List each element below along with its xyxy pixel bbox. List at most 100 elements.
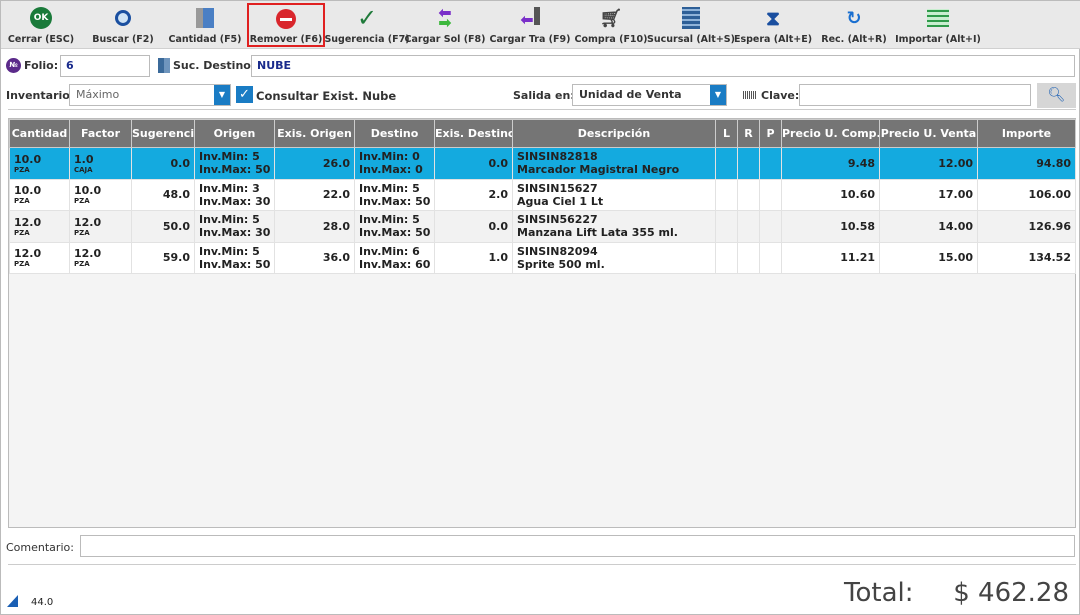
column-header[interactable]: Origen [194,119,275,148]
table-cell: 134.52 [977,241,1076,274]
code: SINSIN15627 [517,181,598,195]
code: SINSIN82818 [517,150,598,164]
o2: Inv.Max: 30 [199,226,271,240]
toolbar-button-rec[interactable]: ↻ Rec. (Alt+R) [815,3,893,47]
pv: 14.00 [938,219,973,233]
table-cell: 1.0 [434,241,513,274]
eo: 28.0 [322,219,350,233]
toolbar-button-compra[interactable]: 🛒︎ Compra (F10) [572,3,650,47]
toolbar-button-remover[interactable]: Remover (F6) [247,3,325,47]
column-header[interactable]: Exis. Origen [274,119,355,148]
clave-input[interactable] [799,84,1031,106]
unit: PZA [14,197,30,206]
toolbar-button-label: Espera (Alt+E) [733,34,813,45]
folio-input[interactable]: 6 [60,55,150,77]
table-cell: Inv.Min: 3 Inv.Max: 30 [194,178,275,211]
column-header[interactable]: Destino [354,119,435,148]
o1: Inv.Min: 3 [199,181,260,195]
toolbar-button-cantidad[interactable]: Cantidad (F5) [166,3,244,47]
table-cell [737,178,760,211]
inventario-select[interactable]: Máximo ▼ [69,84,231,106]
d1: Inv.Min: 5 [359,213,420,227]
ed: 1.0 [488,251,509,265]
check-icon: ✓ [356,4,378,32]
table-cell: 11.21 [781,241,880,274]
table-cell: 94.80 [977,147,1076,180]
chevron-down-icon: ▼ [710,85,726,105]
table-row[interactable]: 12.0 PZA 12.0 PZA 59.0 Inv.Min: 5 Inv.Max: 50 3… [9,241,1076,274]
unit: PZA [14,260,30,269]
salida-select[interactable]: Unidad de Venta ▼ [572,84,727,106]
inventario-value: Máximo [76,88,120,101]
d2: Inv.Max: 50 [359,194,431,208]
toolbar-button-espera[interactable]: ⧗ Espera (Alt+E) [734,3,812,47]
search-button[interactable]: 🔍︎ [1037,83,1076,108]
toolbar-button-cargar[interactable]: ⬅ ➡ Cargar Sol (F8) [404,3,486,47]
pc: 11.21 [840,251,875,265]
toolbar-button-label: Remover (F6) [249,34,323,45]
table-cell: Inv.Min: 6 Inv.Max: 60 [354,241,435,274]
table-cell: Inv.Min: 5 Inv.Max: 50 [194,241,275,274]
eo: 36.0 [322,251,350,265]
consultar-checkbox[interactable]: ✓ [236,86,253,103]
d2: Inv.Max: 50 [359,226,431,240]
unit: PZA [74,260,90,269]
desc: Marcador Magistral Negro [517,163,680,177]
building-icon [158,58,170,73]
toolbar-button-cargar[interactable]: ⬅ Cargar Tra (F9) [490,3,570,47]
desc: Agua Ciel 1 Lt [517,194,604,208]
table-cell: 10.0 PZA [9,178,70,211]
table-cell: 12.00 [879,147,978,180]
table-cell: 36.0 [274,241,355,274]
o1: Inv.Min: 5 [199,150,260,164]
table-row[interactable]: 10.0 PZA 1.0 CAJA 0.0 Inv.Min: 5 Inv.Max: 50 26… [9,147,1076,180]
column-header[interactable]: Importe [977,119,1076,148]
fac: 1.0 [74,152,94,166]
recover-icon: ↻ [846,7,862,29]
remove-icon [274,8,298,30]
table-row[interactable]: 12.0 PZA 12.0 PZA 50.0 Inv.Min: 5 Inv.Max: 30 2… [9,210,1076,243]
cart-icon: 🛒︎ [599,7,623,29]
salida-value: Unidad de Venta [579,88,682,101]
column-header[interactable]: Precio U. Comp. [781,119,880,148]
comentario-input[interactable] [80,535,1075,557]
table-cell: Inv.Min: 0 Inv.Max: 0 [354,147,435,180]
pv: 17.00 [938,188,973,202]
column-header[interactable]: Exis. Destino [434,119,513,148]
table-row[interactable]: 10.0 PZA 10.0 PZA 48.0 Inv.Min: 3 Inv.Max: 30 2… [9,178,1076,211]
column-header[interactable]: Cantidad [9,119,70,148]
column-header[interactable]: Descripción [512,119,716,148]
column-header[interactable]: L [715,119,738,148]
column-header[interactable]: P [759,119,782,148]
table-cell [737,210,760,243]
toolbar-button-sucursal[interactable]: Sucursal (Alt+S) [647,3,735,47]
column-header[interactable]: Sugerencia [131,119,195,148]
ed: 0.0 [488,156,509,170]
pv: 15.00 [938,251,973,265]
toolbar-button-label: Cantidad (F5) [168,34,242,45]
toolbar-button-buscar[interactable]: Buscar (F2) [84,3,162,47]
table-cell: SINSIN15627 Agua Ciel 1 Lt [512,178,716,211]
column-header[interactable]: Precio U. Venta [879,119,978,148]
toolbar-button-label: Cargar Sol (F8) [404,34,486,45]
table-cell: 50.0 [131,210,195,243]
toolbar-button-label: Importar (Alt+I) [895,34,981,45]
column-header[interactable]: Factor [69,119,132,148]
pc: 10.60 [840,188,875,202]
table-cell: 10.58 [781,210,880,243]
table-cell: 1.0 CAJA [69,147,132,180]
toolbar-button-cerrar[interactable]: OK Cerrar (ESC) [2,3,80,47]
table-cell: 106.00 [977,178,1076,211]
toolbar-button-importar[interactable]: Importar (Alt+I) [895,3,981,47]
table-cell: 12.0 PZA [9,210,70,243]
cant: 10.0 [14,152,42,166]
suc-destino-input[interactable]: NUBE [251,55,1075,77]
toolbar-button-label: Buscar (F2) [92,34,154,45]
fac: 10.0 [74,184,102,198]
table-cell: 0.0 [131,147,195,180]
sug: 50.0 [162,219,190,233]
pv: 12.00 [938,156,973,170]
column-header[interactable]: R [737,119,760,148]
chevron-down-icon: ▼ [214,85,230,105]
toolbar-button-sugerencia[interactable]: ✓ Sugerencia (F7) [324,3,409,47]
